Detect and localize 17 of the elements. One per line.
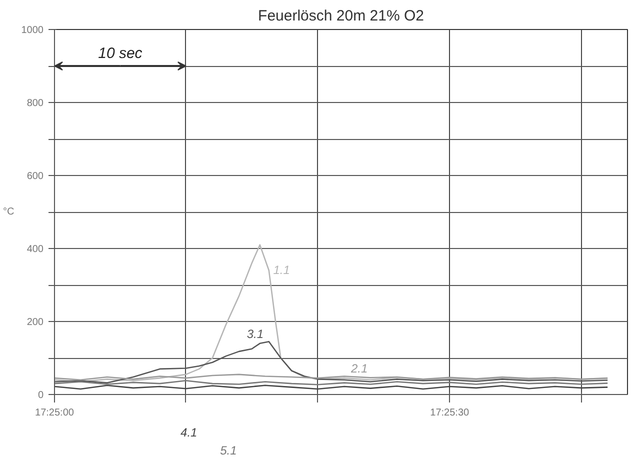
annotation: 10 sec <box>98 45 143 62</box>
text: 4.1 <box>180 426 198 440</box>
line-series <box>54 244 608 382</box>
y-tick-label: 800 <box>26 98 44 109</box>
series-label: 3.1 <box>246 326 264 341</box>
y-tick-label: 1000 <box>21 25 44 36</box>
x-tick-label: 17:25:30 <box>430 408 470 418</box>
y-tick-label: 0 <box>38 390 44 401</box>
series-label: 1.1 <box>273 263 290 278</box>
y-axis-title: °C <box>3 206 14 218</box>
series-label: 2.1 <box>350 362 368 376</box>
text: 5.1 <box>220 444 237 457</box>
chart-title: Feuerlösch 20m 21% O2 <box>258 8 424 24</box>
x-tick-label: 17:25:00 <box>35 408 74 418</box>
y-tick-label: 400 <box>26 244 44 255</box>
y-tick-label: 600 <box>26 171 44 182</box>
y-tick-label: 200 <box>26 317 44 328</box>
